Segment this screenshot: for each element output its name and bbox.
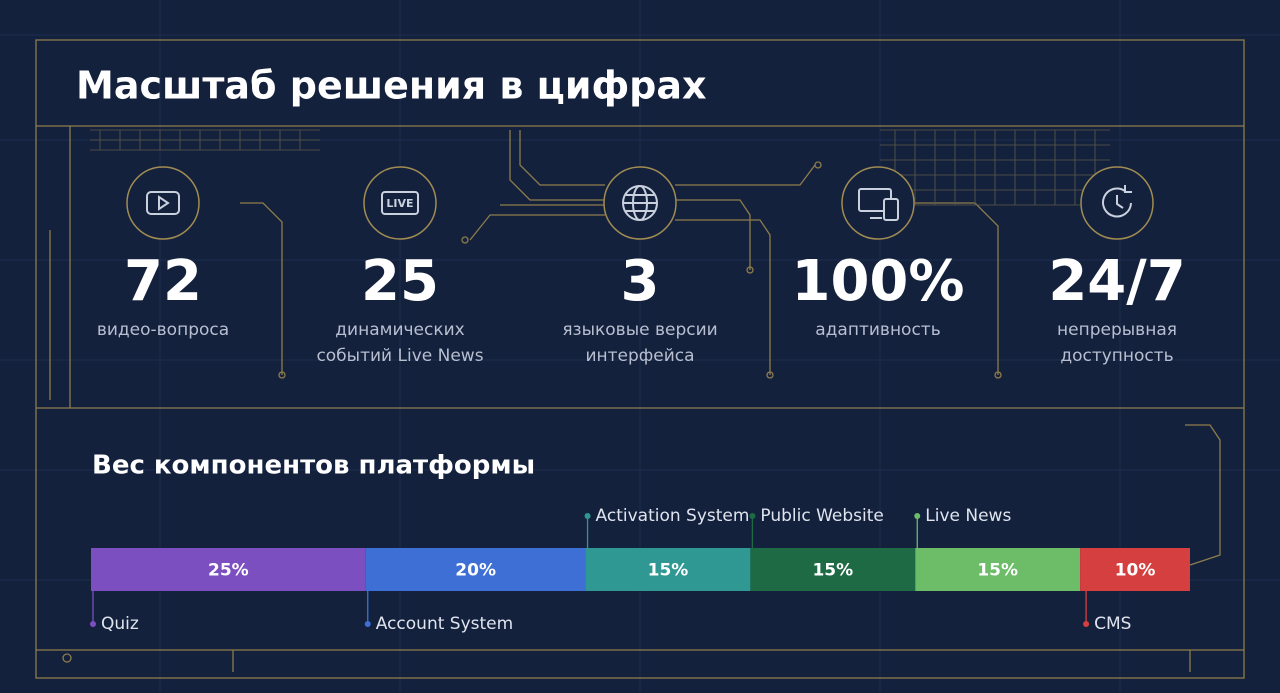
legend-label: CMS — [1094, 614, 1131, 634]
bar-segment — [365, 548, 586, 591]
legend-dot — [584, 513, 591, 519]
value-label: 15% — [977, 561, 1018, 581]
stat-label: видео-вопроса — [97, 320, 229, 340]
legend-label: Activation System — [596, 506, 750, 526]
bar-segment — [1080, 548, 1190, 591]
frame-lines — [35, 39, 1245, 679]
legend-dot — [1083, 621, 1090, 627]
bar-segment — [585, 548, 751, 591]
icons: LIVE — [126, 166, 1154, 240]
stat-label: языковые версии — [562, 320, 717, 340]
stat-label: непрерывная — [1057, 320, 1177, 340]
value-label: 15% — [648, 561, 689, 581]
legend-dot — [364, 621, 371, 627]
chart-title: Вес компонентов платформы — [92, 451, 535, 481]
stat-value: 24/7 — [1048, 249, 1185, 314]
value-label: 20% — [455, 561, 496, 581]
legend-label: Public Website — [760, 506, 883, 526]
value-label: 15% — [812, 561, 853, 581]
grid-pattern — [90, 129, 1110, 206]
legend-label: Account System — [376, 614, 513, 634]
legend-dot — [914, 513, 921, 519]
stat-value: 3 — [621, 249, 660, 314]
bar-segment — [750, 548, 916, 591]
stat-value: 72 — [124, 249, 202, 314]
legend-label: Quiz — [101, 614, 139, 634]
stat-label: доступность — [1060, 346, 1173, 366]
legend-label: Live News — [925, 506, 1011, 526]
stat-label: событий Live News — [316, 346, 483, 366]
stat-label: динамических — [335, 320, 464, 340]
value-label: 25% — [208, 561, 249, 581]
stat-label: адаптивность — [815, 320, 940, 340]
value-label: 10% — [1115, 561, 1156, 581]
stat-value: 100% — [791, 249, 964, 314]
svg-text:LIVE: LIVE — [386, 197, 413, 210]
stat-value: 25 — [361, 249, 439, 314]
legend-dot — [90, 621, 96, 627]
bar-segment — [915, 548, 1081, 591]
bar-segment — [91, 548, 366, 591]
page-title: Масштаб решения в цифрах — [76, 64, 707, 108]
legend-dot — [749, 513, 756, 519]
stat-label: интерфейса — [585, 346, 694, 366]
